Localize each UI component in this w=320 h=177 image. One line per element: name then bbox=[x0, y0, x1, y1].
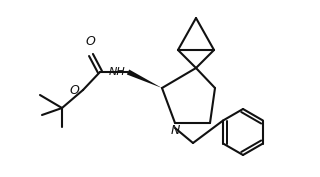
Text: O: O bbox=[85, 35, 95, 48]
Text: O: O bbox=[69, 84, 79, 98]
Text: NH: NH bbox=[108, 67, 125, 77]
Polygon shape bbox=[127, 70, 162, 88]
Text: N: N bbox=[170, 124, 180, 137]
